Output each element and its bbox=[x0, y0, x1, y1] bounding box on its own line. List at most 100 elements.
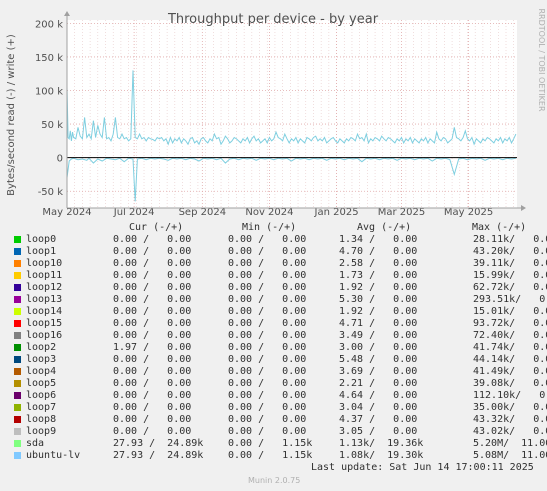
legend-header: Cur (-/+) Min (-/+) Avg (-/+) Max (-/+) bbox=[0, 222, 547, 235]
legend-cur: 27.93 / 24.89k bbox=[113, 438, 204, 449]
legend-avg: 1.13k/ 19.36k bbox=[339, 438, 424, 449]
y-tick-label: 0 bbox=[57, 154, 63, 165]
legend-cur: 0.00 / 0.00 bbox=[113, 378, 192, 389]
legend-cur: 0.00 / 0.00 bbox=[113, 282, 192, 293]
legend-cur: 0.00 / 0.00 bbox=[113, 270, 192, 281]
legend-avg: 2.21 / 0.00 bbox=[339, 378, 418, 389]
legend-min: 0.00 / 0.00 bbox=[228, 330, 307, 341]
legend-swatch bbox=[14, 332, 21, 339]
legend-cur: 0.00 / 0.00 bbox=[113, 414, 192, 425]
legend-label: loop2 bbox=[26, 342, 57, 353]
legend-max: 15.99k/ 0.00 bbox=[473, 270, 547, 281]
legend-row: loop7 0.00 / 0.00 0.00 / 0.00 3.04 / 0.00 35… bbox=[0, 402, 547, 414]
legend-cur: 0.00 / 0.00 bbox=[113, 234, 192, 245]
series-line-sda-read bbox=[66, 157, 516, 202]
legend-cur: 0.00 / 0.00 bbox=[113, 366, 192, 377]
legend-max: 93.72k/ 0.00 bbox=[473, 318, 547, 329]
legend-swatch bbox=[14, 236, 21, 243]
legend-swatch bbox=[14, 320, 21, 327]
legend-avg: 5.48 / 0.00 bbox=[339, 354, 418, 365]
legend-swatch bbox=[14, 428, 21, 435]
legend-min: 0.00 / 0.00 bbox=[228, 246, 307, 257]
legend-row: loop5 0.00 / 0.00 0.00 / 0.00 2.21 / 0.00 39… bbox=[0, 378, 547, 390]
legend-min: 0.00 / 0.00 bbox=[228, 258, 307, 269]
legend-min: 0.00 / 1.15k bbox=[228, 450, 313, 461]
legend-min: 0.00 / 0.00 bbox=[228, 366, 307, 377]
legend-swatch bbox=[14, 248, 21, 255]
y-tick-label: 100 k bbox=[35, 87, 63, 98]
legend-label: loop11 bbox=[26, 270, 63, 281]
legend-row: loop14 0.00 / 0.00 0.00 / 0.00 1.92 / 0.00 1… bbox=[0, 306, 547, 318]
legend-avg: 1.92 / 0.00 bbox=[339, 282, 418, 293]
legend-cur: 0.00 / 0.00 bbox=[113, 402, 192, 413]
legend-cur: 0.00 / 0.00 bbox=[113, 246, 192, 257]
legend-max: 39.08k/ 0.00 bbox=[473, 378, 547, 389]
legend-row: loop15 0.00 / 0.00 0.00 / 0.00 4.71 / 0.00 9… bbox=[0, 318, 547, 330]
legend-row: loop11 0.00 / 0.00 0.00 / 0.00 1.73 / 0.00 1… bbox=[0, 270, 547, 282]
y-axis-label: Bytes/second read (-) / write (+) bbox=[6, 34, 17, 196]
legend-min: 0.00 / 0.00 bbox=[228, 414, 307, 425]
legend-label: loop16 bbox=[26, 330, 63, 341]
legend-max: 62.72k/ 0.00 bbox=[473, 282, 547, 293]
legend-min: 0.00 / 1.15k bbox=[228, 438, 313, 449]
legend-row: loop9 0.00 / 0.00 0.00 / 0.00 3.05 / 0.00 43… bbox=[0, 426, 547, 438]
legend-max: 44.14k/ 0.00 bbox=[473, 354, 547, 365]
legend-avg: 1.08k/ 19.30k bbox=[339, 450, 424, 461]
x-axis-arrow bbox=[521, 205, 526, 211]
legend-swatch bbox=[14, 284, 21, 291]
legend-max: 41.49k/ 0.00 bbox=[473, 366, 547, 377]
legend-avg: 1.73 / 0.00 bbox=[339, 270, 418, 281]
legend-avg: 4.64 / 0.00 bbox=[339, 390, 418, 401]
legend-avg: 1.34 / 0.00 bbox=[339, 234, 418, 245]
series-layer bbox=[66, 70, 517, 202]
legend-min: 0.00 / 0.00 bbox=[228, 426, 307, 437]
throughput-chart: 200 k 150 k 100 k 50 k 0 -50 k May 2024 Jul 202… bbox=[6, 8, 546, 218]
legend-max: 5.08M/ 11.00M bbox=[473, 450, 547, 461]
legend-label: sda bbox=[26, 438, 45, 449]
legend-label: loop5 bbox=[26, 378, 57, 389]
legend-row: loop8 0.00 / 0.00 0.00 / 0.00 4.37 / 0.00 43… bbox=[0, 414, 547, 426]
legend-max: 72.40k/ 0.00 bbox=[473, 330, 547, 341]
legend-max: 41.74k/ 0.00 bbox=[473, 342, 547, 353]
legend-cur: 0.00 / 0.00 bbox=[113, 390, 192, 401]
legend-cur: 0.00 / 0.00 bbox=[113, 426, 192, 437]
legend-avg: 3.69 / 0.00 bbox=[339, 366, 418, 377]
legend-header-max: Max (-/+) bbox=[472, 222, 527, 233]
legend-header-min: Min (-/+) bbox=[242, 222, 297, 233]
legend-row: loop4 0.00 / 0.00 0.00 / 0.00 3.69 / 0.00 41… bbox=[0, 366, 547, 378]
legend-min: 0.00 / 0.00 bbox=[228, 306, 307, 317]
y-tick-label: 200 k bbox=[35, 19, 63, 30]
x-tick-label: May 2025 bbox=[444, 207, 493, 218]
legend-row: loop2 1.97 / 0.00 0.00 / 0.00 3.00 / 0.00 41… bbox=[0, 342, 547, 354]
legend-label: loop3 bbox=[26, 354, 57, 365]
legend-min: 0.00 / 0.00 bbox=[228, 378, 307, 389]
y-axis-arrow bbox=[64, 11, 70, 16]
legend-avg: 3.00 / 0.00 bbox=[339, 342, 418, 353]
legend-swatch bbox=[14, 296, 21, 303]
legend-cur: 0.00 / 0.00 bbox=[113, 294, 192, 305]
series-line-sda-write bbox=[66, 70, 517, 146]
legend-cur: 0.00 / 0.00 bbox=[113, 318, 192, 329]
legend-cur: 0.00 / 0.00 bbox=[113, 306, 192, 317]
legend-label: loop14 bbox=[26, 306, 63, 317]
legend-label: loop13 bbox=[26, 294, 63, 305]
legend-label: loop10 bbox=[26, 258, 63, 269]
legend-swatch bbox=[14, 356, 21, 363]
x-tick-label: Nov 2024 bbox=[245, 207, 293, 218]
legend-label: loop4 bbox=[26, 366, 57, 377]
legend-row: loop6 0.00 / 0.00 0.00 / 0.00 4.64 / 0.00 11… bbox=[0, 390, 547, 402]
legend-swatch bbox=[14, 416, 21, 423]
legend-max: 43.20k/ 0.00 bbox=[473, 246, 547, 257]
legend-min: 0.00 / 0.00 bbox=[228, 342, 307, 353]
y-tick-label: 150 k bbox=[35, 53, 63, 64]
legend-min: 0.00 / 0.00 bbox=[228, 318, 307, 329]
legend-avg: 1.92 / 0.00 bbox=[339, 306, 418, 317]
legend-avg: 3.05 / 0.00 bbox=[339, 426, 418, 437]
legend-row: loop16 0.00 / 0.00 0.00 / 0.00 3.49 / 0.00 7… bbox=[0, 330, 547, 342]
legend-swatch bbox=[14, 308, 21, 315]
legend-avg: 3.04 / 0.00 bbox=[339, 402, 418, 413]
legend-swatch bbox=[14, 380, 21, 387]
legend-label: loop7 bbox=[26, 402, 57, 413]
legend-min: 0.00 / 0.00 bbox=[228, 294, 307, 305]
legend-min: 0.00 / 0.00 bbox=[228, 270, 307, 281]
